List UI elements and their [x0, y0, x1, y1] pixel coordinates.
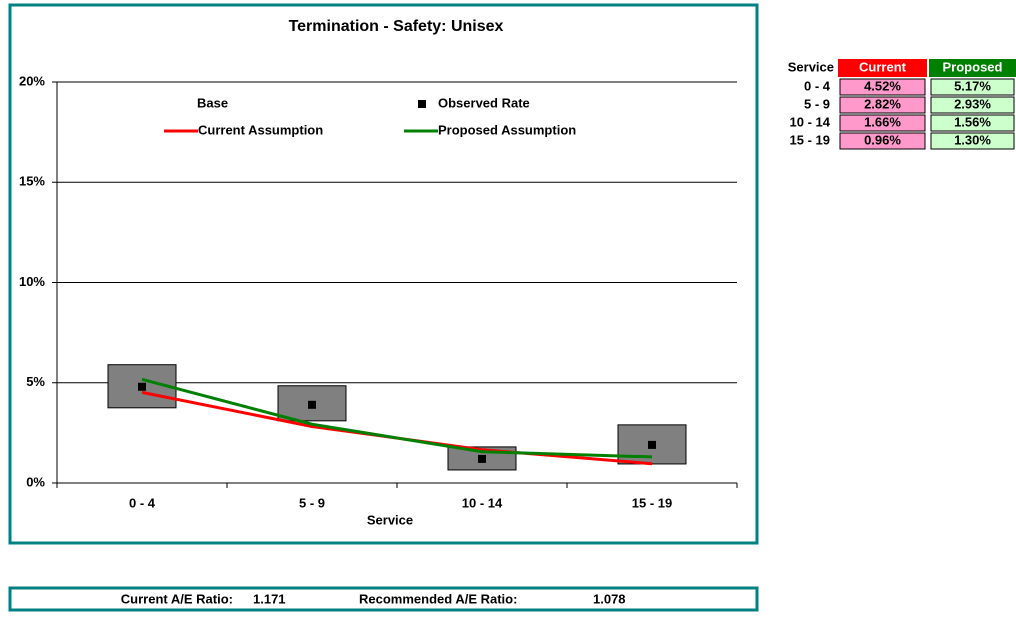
summary-label: Recommended A/E Ratio:	[359, 591, 517, 606]
summary-box	[8, 586, 759, 612]
table-header: Current	[859, 59, 907, 74]
table-cell	[839, 132, 926, 150]
legend-label: Current Assumption	[198, 122, 323, 137]
observed-point	[138, 382, 146, 391]
y-tick-label: 0%	[26, 474, 45, 489]
summary-value: 1.171	[253, 591, 286, 606]
legend-marker	[418, 100, 426, 108]
table-cell	[930, 132, 1015, 150]
table-cell	[930, 78, 1015, 96]
x-tick-label: 15 - 19	[632, 495, 672, 510]
x-tick-label: 5 - 9	[299, 495, 325, 510]
legend-label: Proposed Assumption	[438, 122, 576, 137]
x-tick-label: 0 - 4	[129, 495, 156, 510]
table-cell-text: 4.52%	[864, 78, 901, 93]
legend-label: Base	[197, 95, 228, 110]
table-cell-text: 2.93%	[954, 96, 991, 111]
table-cell-text: 0.96%	[864, 132, 901, 147]
x-axis-title: Service	[367, 512, 413, 527]
y-tick-label: 20%	[19, 73, 45, 88]
y-tick-label: 10%	[19, 274, 45, 289]
observed-point	[308, 400, 316, 409]
table-cell	[930, 96, 1015, 114]
table-row-label: 0 - 4	[804, 78, 831, 93]
y-tick-label: 15%	[19, 174, 45, 189]
table-cell-text: 2.82%	[864, 96, 901, 111]
table-row-label: 10 - 14	[790, 114, 831, 129]
assumption-line	[141, 377, 653, 459]
table-cell	[839, 78, 926, 96]
table-cell	[839, 96, 926, 114]
table-cell	[839, 114, 926, 132]
table-cell	[930, 114, 1015, 132]
observed-point	[648, 440, 656, 449]
table-row-label: 5 - 9	[804, 96, 830, 111]
table-cell-text: 5.17%	[954, 78, 991, 93]
table-header-cell	[929, 59, 1016, 77]
summary-value: 1.078	[593, 591, 626, 606]
table-header-cell	[838, 59, 927, 77]
table-header: Service	[788, 59, 834, 74]
table-header: Proposed	[943, 59, 1003, 74]
x-tick-label: 10 - 14	[462, 495, 503, 510]
summary-label: Current A/E Ratio:	[121, 591, 233, 606]
table-cell-text: 1.30%	[954, 132, 991, 147]
table-row-label: 15 - 19	[790, 132, 830, 147]
table-cell-text: 1.56%	[954, 114, 991, 129]
chart-title: Termination - Safety: Unisex	[289, 18, 504, 35]
y-tick-label: 5%	[26, 374, 45, 389]
legend-label: Observed Rate	[438, 95, 530, 110]
table-cell-text: 1.66%	[864, 114, 901, 129]
observed-point	[478, 454, 486, 463]
